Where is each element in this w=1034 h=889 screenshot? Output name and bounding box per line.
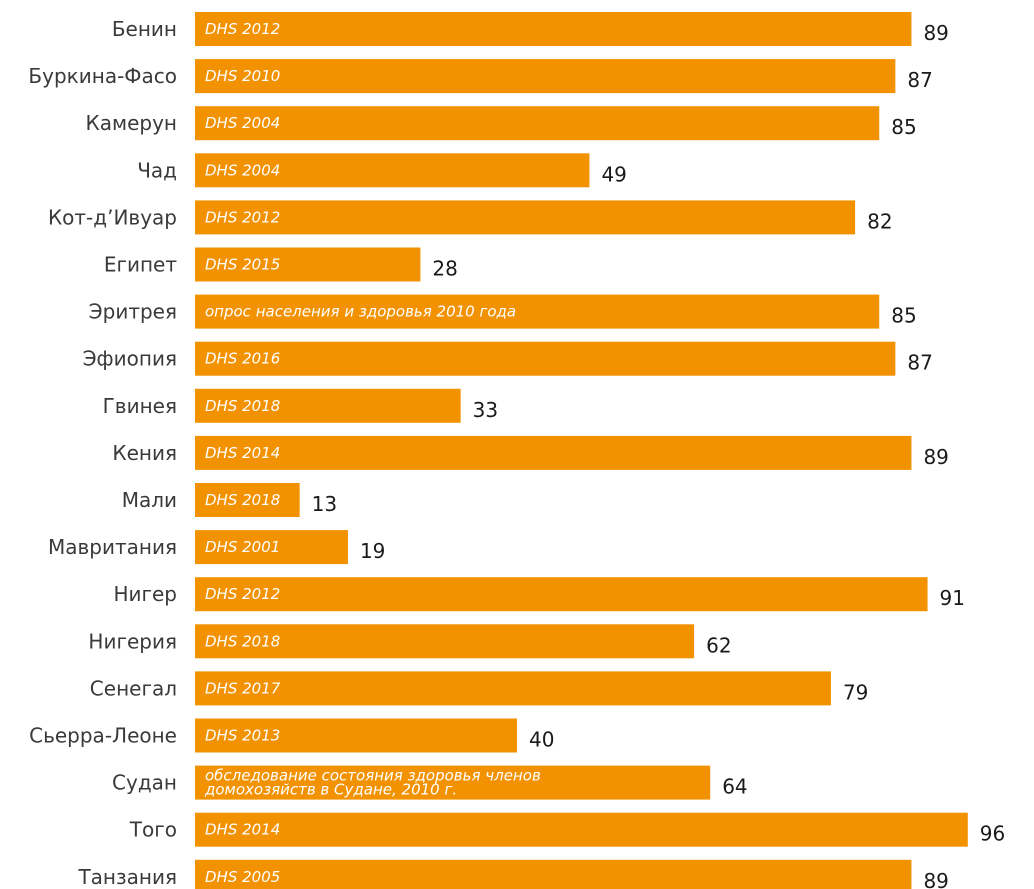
bar-source-label: DHS 2012 xyxy=(205,585,280,603)
category-label: Нигер xyxy=(113,582,177,606)
bar xyxy=(195,200,856,235)
bar xyxy=(195,12,912,46)
category-label: Мали xyxy=(122,488,177,512)
value-label: 96 xyxy=(980,822,1005,846)
value-label: 91 xyxy=(940,586,965,610)
category-label: Бенин xyxy=(112,17,177,41)
bar-source-label: DHS 2001 xyxy=(205,538,280,556)
bar-source-label: DHS 2010 xyxy=(205,67,280,85)
category-label: Нигерия xyxy=(88,629,177,653)
bar-source-label: DHS 2018 xyxy=(205,491,280,509)
bars-group: Бенин DHS 2012 89 Буркина-Фасо DHS 2010 87 Кам… xyxy=(28,12,1005,889)
value-label: 28 xyxy=(432,257,457,281)
value-label: 40 xyxy=(529,728,554,752)
bar-source-label: DHS 2004 xyxy=(205,161,280,179)
value-label: 82 xyxy=(867,209,892,233)
bar xyxy=(195,294,880,329)
category-label: Сенегал xyxy=(90,676,177,700)
bar xyxy=(195,153,590,188)
value-label: 89 xyxy=(923,445,948,469)
category-label: Судан xyxy=(112,771,177,795)
bar-source-label: DHS 2018 xyxy=(205,397,280,415)
category-label: Сьерра-Леоне xyxy=(29,724,177,748)
value-label: 13 xyxy=(312,492,337,516)
value-label: 79 xyxy=(843,680,868,704)
bar-source-label: DHS 2012 xyxy=(205,20,280,38)
value-label: 33 xyxy=(473,398,498,422)
category-label: Кот-д’Ивуар xyxy=(48,205,177,229)
value-label: 89 xyxy=(923,869,948,889)
bar-source-label: DHS 2016 xyxy=(205,350,280,368)
bar xyxy=(195,388,461,423)
bar-source-label: DHS 2015 xyxy=(205,256,280,274)
bar xyxy=(195,765,711,800)
bar xyxy=(195,435,912,470)
bar-source-label: домохозяйств в Судане, 2010 г. xyxy=(204,781,457,799)
bar-source-label: DHS 2017 xyxy=(205,679,281,697)
bar xyxy=(195,530,348,565)
category-label: Буркина-Фасо xyxy=(28,64,177,88)
category-label: Мавритания xyxy=(48,535,177,559)
bar xyxy=(195,859,912,889)
value-label: 85 xyxy=(891,115,916,139)
bar xyxy=(195,671,831,706)
bar xyxy=(195,341,896,376)
category-label: Чад xyxy=(137,158,177,182)
category-label: Танзания xyxy=(77,865,177,889)
value-label: 49 xyxy=(601,162,626,186)
bar-source-label: обследование состояния здоровья членов xyxy=(205,767,541,785)
bar xyxy=(195,577,928,612)
bar-source-label: DHS 2014 xyxy=(205,444,280,462)
bar-source-label: DHS 2018 xyxy=(205,632,280,650)
value-label: 64 xyxy=(722,775,747,799)
bar-source-label: DHS 2012 xyxy=(205,208,280,226)
category-label: Эритрея xyxy=(89,300,177,324)
bar-source-label: DHS 2014 xyxy=(205,821,280,839)
category-label: Гвинея xyxy=(103,394,177,418)
category-label: Египет xyxy=(104,253,178,277)
category-label: Камерун xyxy=(86,111,177,135)
bar xyxy=(195,812,968,847)
value-label: 62 xyxy=(706,633,731,657)
value-label: 87 xyxy=(907,351,932,375)
value-label: 89 xyxy=(923,21,948,45)
bar xyxy=(195,59,896,94)
bar-source-label: DHS 2005 xyxy=(205,868,280,886)
category-label: Эфиопия xyxy=(83,347,177,371)
bar xyxy=(195,718,517,753)
bar xyxy=(195,624,695,659)
category-label: Кения xyxy=(112,441,177,465)
bar xyxy=(195,247,421,282)
bar-source-label: DHS 2013 xyxy=(205,727,280,745)
value-label: 19 xyxy=(360,539,385,563)
bar-source-label: DHS 2004 xyxy=(205,114,280,132)
category-label: Того xyxy=(129,818,177,842)
bar xyxy=(195,106,880,141)
value-label: 87 xyxy=(907,68,932,92)
value-label: 85 xyxy=(891,304,916,328)
bar xyxy=(195,483,300,517)
bar-source-label: опрос населения и здоровья 2010 года xyxy=(205,303,516,321)
